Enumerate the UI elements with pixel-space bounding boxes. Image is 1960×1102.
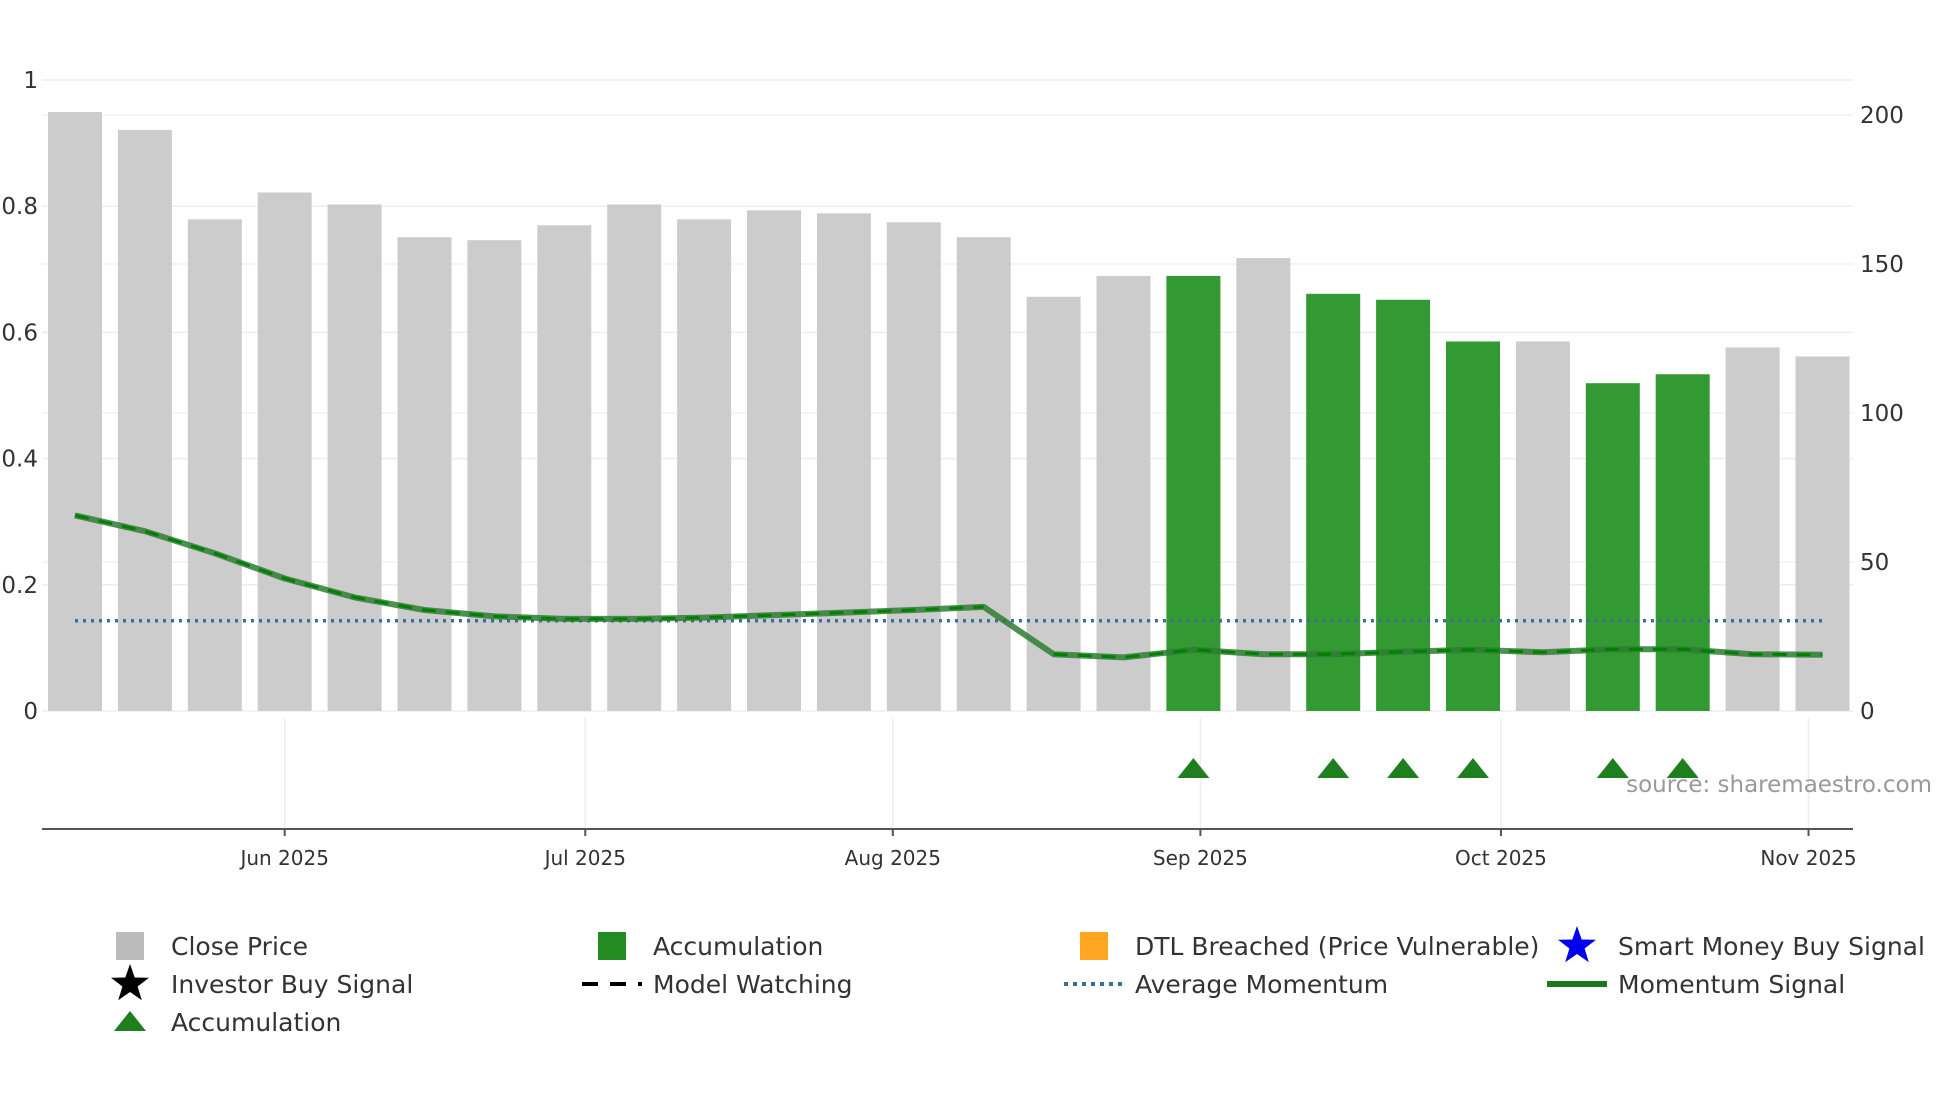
close-price-bar: [187, 219, 242, 712]
x-axis-tick-label: Nov 2025: [1760, 846, 1856, 870]
right-axis-tick-label: 50: [1860, 550, 1889, 576]
legend-label: DTL Breached (Price Vulnerable): [1135, 932, 1539, 961]
price-bars: [48, 112, 1850, 712]
legend-star-icon: [111, 964, 149, 1001]
legend-item: Accumulation: [598, 932, 823, 961]
right-axis-tick-label: 150: [1860, 252, 1904, 278]
legend-square-icon: [1080, 932, 1108, 960]
close-price-bar: [1026, 296, 1081, 711]
accumulation-bar: [1306, 293, 1361, 711]
x-axis-tick-label: Jul 2025: [543, 846, 626, 870]
legend-item: Close Price: [116, 932, 308, 961]
x-axis-tick-label: Sep 2025: [1153, 846, 1248, 870]
close-price-bar: [117, 129, 172, 711]
left-axis-tick-label: 1: [23, 68, 38, 94]
close-price-bar: [48, 112, 102, 711]
legend: Close Price Accumulation DTL Breached (Pri…: [111, 926, 1925, 1037]
legend-square-icon: [598, 932, 626, 960]
axes: 0 0.2 0.4 0.6 0.8 1 0 50 100 150 200 Jun 2025 Jul 20…: [1, 68, 1903, 870]
close-price-bar: [537, 225, 592, 711]
left-axis-tick-label: 0.8: [1, 194, 38, 220]
close-price-bar: [677, 219, 732, 712]
left-axis-tick-label: 0.2: [1, 573, 38, 599]
momentum-signal-line: [74, 512, 1823, 661]
accumulation-bar: [1585, 383, 1640, 711]
close-price-bar: [1236, 258, 1291, 711]
accumulation-triangle-marker: [1387, 758, 1420, 778]
accumulation-triangle-marker: [1666, 758, 1699, 778]
legend-item: Accumulation: [114, 1008, 341, 1037]
accumulation-bar: [1655, 374, 1710, 711]
accumulation-triangle-marker: [1596, 758, 1629, 778]
left-axis-tick-label: 0.6: [1, 320, 38, 346]
close-price-bar: [1795, 356, 1850, 711]
close-price-bar: [886, 222, 941, 711]
legend-label: Accumulation: [653, 932, 823, 961]
legend-label: Accumulation: [171, 1008, 341, 1037]
left-axis-tick-label: 0: [23, 699, 38, 725]
legend-item: Investor Buy Signal: [111, 964, 413, 1001]
accumulation-bar: [1166, 275, 1221, 711]
legend-label: Close Price: [171, 932, 308, 961]
legend-label: Investor Buy Signal: [171, 970, 413, 999]
right-axis-tick-label: 200: [1860, 103, 1904, 129]
legend-item: Model Watching: [582, 970, 853, 999]
signal-markers: [1177, 758, 1699, 778]
model-watching-dashes: [1053, 647, 1823, 659]
legend-item: DTL Breached (Price Vulnerable): [1080, 932, 1539, 961]
right-axis-tick-label: 0: [1860, 699, 1875, 725]
right-axis-tick-label: 100: [1860, 401, 1904, 427]
legend-star-icon: [1558, 926, 1596, 963]
model-watching-dashes: [74, 513, 984, 621]
accumulation-triangle-marker: [1317, 758, 1350, 778]
source-credit: source: sharemaestro.com: [1626, 772, 1932, 798]
close-price-bar: [397, 237, 452, 711]
accumulation-bar: [1376, 299, 1431, 711]
legend-item: Average Momentum: [1064, 970, 1388, 999]
close-price-bar: [816, 213, 871, 711]
accumulation-triangle-marker: [1457, 758, 1489, 778]
legend-label: Average Momentum: [1135, 970, 1388, 999]
close-price-bar: [747, 210, 801, 712]
legend-label: Model Watching: [653, 970, 853, 999]
legend-item: Momentum Signal: [1547, 970, 1845, 999]
close-price-bar: [327, 204, 382, 711]
left-axis-tick-label: 0.4: [1, 447, 38, 473]
gridlines: [42, 79, 1853, 830]
momentum-lines: [74, 512, 1823, 661]
accumulation-bar: [1446, 341, 1500, 711]
close-price-bar: [1515, 341, 1570, 711]
legend-triangle-icon: [114, 1011, 146, 1031]
close-price-bar: [607, 204, 662, 711]
x-axis-tick-label: Aug 2025: [845, 846, 941, 870]
accumulation-triangle-marker: [1177, 758, 1210, 778]
legend-square-icon: [116, 932, 144, 960]
legend-label: Smart Money Buy Signal: [1618, 932, 1925, 961]
legend-label: Momentum Signal: [1618, 970, 1845, 999]
close-price-bar: [1096, 275, 1151, 711]
close-price-bar: [467, 240, 522, 711]
x-axis-tick-label: Jun 2025: [238, 846, 329, 870]
x-axis-tick-label: Oct 2025: [1455, 846, 1547, 870]
close-price-bar: [257, 192, 312, 712]
close-price-bar: [956, 237, 1011, 711]
legend-item: Smart Money Buy Signal: [1558, 926, 1925, 963]
